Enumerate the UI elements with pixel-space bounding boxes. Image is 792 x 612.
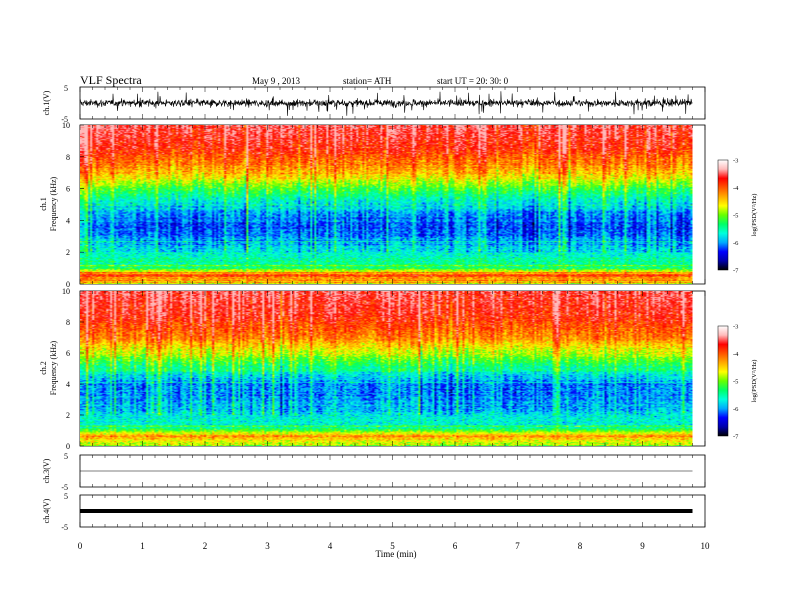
- ch4-ytick-top: 5: [64, 492, 68, 501]
- ch2-colorbar: [717, 325, 729, 437]
- date-label: May 9 , 2013: [252, 76, 300, 86]
- ch2-spectrogram-ylabel-channel: ch.2: [39, 361, 48, 375]
- ch1-spectrogram-ytick-0: 0: [66, 280, 70, 289]
- ch1-spectrogram-ytick-8: 8: [66, 153, 70, 162]
- station-label: station= ATH: [343, 76, 392, 86]
- time-tick-label-3: 3: [265, 541, 270, 551]
- ch1-colorbar-label: log(PSD(V²/Hz): [751, 194, 758, 237]
- time-tick-label-10: 10: [701, 541, 711, 551]
- time-tick-label-1: 1: [140, 541, 145, 551]
- ch1-waveform-line: [79, 91, 693, 116]
- ch1-colorbar-tick-m6: -6: [733, 240, 739, 247]
- time-axis-labels: 0 1 2 3 4 5 6 7 8 9 10: [78, 541, 710, 551]
- ch1-waveform-ylabel: ch.1(V): [42, 90, 51, 115]
- ch1-ytick-bottom: -5: [61, 115, 68, 124]
- ch4-waveform-panel: 5 -5 ch.4(V): [42, 492, 706, 532]
- time-tick-label-6: 6: [453, 541, 458, 551]
- time-tick-label-7: 7: [515, 541, 520, 551]
- ch4-ytick-bottom: -5: [61, 523, 68, 532]
- ch1-colorbar-tick-m5: -5: [733, 213, 738, 220]
- ch2-spectrogram-ytick-2: 2: [66, 411, 70, 420]
- ch2-colorbar-tick-m4: -4: [733, 351, 739, 358]
- time-tick-label-4: 4: [328, 541, 333, 551]
- ch2-spectrogram-ytick-6: 6: [66, 349, 70, 358]
- ch3-waveform-panel: 5 -5 ch.3(V): [42, 452, 706, 492]
- ch1-spectrogram-ytick-10: 10: [62, 121, 70, 130]
- figure-title: VLF Spectra: [80, 73, 142, 87]
- time-tick-label-5: 5: [390, 541, 395, 551]
- ch1-spectrogram-ylabel-channel: ch.1: [39, 197, 48, 211]
- ch3-waveform-ylabel: ch.3(V): [42, 458, 51, 483]
- ch4-waveform-line: [80, 509, 693, 513]
- time-axis-ticks: [79, 87, 706, 527]
- ch3-ytick-bottom: -5: [61, 483, 68, 492]
- ch2-spectrogram-ytick-8: 8: [66, 318, 70, 327]
- ch1-colorbar-tick-m7: -7: [733, 268, 739, 275]
- ch2-spectrogram-ylabel-freq: Frequency (kHz): [49, 340, 58, 395]
- ch1-spectrogram-ytick-6: 6: [66, 185, 70, 194]
- ch1-colorbar-tick-m4: -4: [733, 185, 739, 192]
- ch2-colorbar-tick-m7: -7: [733, 434, 739, 441]
- ch3-ytick-top: 5: [64, 452, 68, 461]
- ch2-spectrogram-ytick-0: 0: [66, 442, 70, 451]
- ch1-spectrogram-ytick-2: 2: [66, 248, 70, 257]
- time-tick-label-9: 9: [640, 541, 645, 551]
- start-time-label: start UT = 20: 30: 0: [437, 76, 509, 86]
- ch1-ytick-top: 5: [64, 84, 68, 93]
- ch1-spectrogram-ytick-4: 4: [66, 216, 70, 225]
- time-tick-label-8: 8: [578, 541, 583, 551]
- ch4-waveform-ylabel: ch.4(V): [42, 498, 51, 523]
- ch2-colorbar-tick-m6: -6: [733, 406, 739, 413]
- ch2-colorbar-tick-m3: -3: [733, 324, 738, 331]
- time-tick-label-2: 2: [203, 541, 208, 551]
- ch2-colorbar-label: log(PSD(V²/Hz): [751, 360, 758, 403]
- ch1-colorbar: [717, 159, 729, 271]
- ch2-spectrogram-image: [80, 291, 693, 446]
- ch2-spectrogram-ytick-10: 10: [62, 287, 70, 296]
- ch1-colorbar-tick-m3: -3: [733, 158, 738, 165]
- ch2-spectrogram-ytick-4: 4: [66, 380, 70, 389]
- ch2-colorbar-tick-m5: -5: [733, 379, 738, 386]
- ch1-spectrogram-image: [80, 125, 693, 284]
- ch1-spectrogram-ylabel-freq: Frequency (kHz): [49, 176, 58, 231]
- time-tick-label-0: 0: [78, 541, 83, 551]
- time-axis-label: Time (min): [376, 549, 417, 559]
- ch1-waveform-panel: 5 -5 ch.1(V): [42, 84, 706, 124]
